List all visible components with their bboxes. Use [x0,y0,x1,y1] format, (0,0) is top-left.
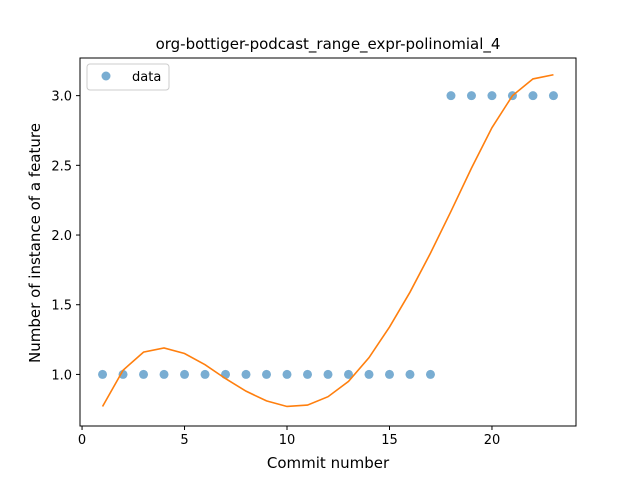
x-tick-label: 0 [78,433,86,448]
data-point [282,369,292,379]
fit-line [101,73,554,408]
data-point [425,369,435,379]
data-point [528,91,538,101]
data-point [118,369,128,379]
plot-area: 0 5 10 15 20 1.0 1.5 2.0 2.5 3.0 [51,57,577,448]
data-point [139,369,149,379]
y-tick-label: 1.0 [51,368,72,383]
legend: data [86,63,170,91]
data-point [303,369,313,379]
x-tick-label: 20 [484,433,501,448]
data-point [98,369,108,379]
data-point [405,369,415,379]
data-point [548,91,558,101]
data-point [487,91,497,101]
data-point [384,369,394,379]
data-point [343,369,353,379]
data-point [159,369,169,379]
data-point [323,369,333,379]
legend-frame [86,63,170,91]
y-axis-label: Number of instance of a feature [26,123,44,363]
y-tick-label: 3.0 [51,90,72,105]
x-tick-label: 10 [279,433,296,448]
legend-label-data: data [132,70,161,85]
x-tick-label: 15 [381,433,398,448]
data-point [446,91,456,101]
y-tick-label: 1.5 [51,299,72,314]
data-point [200,369,210,379]
axes-frame [79,57,577,427]
x-axis-label: Commit number [267,454,390,472]
x-tick-label: 5 [180,433,188,448]
data-point [466,91,476,101]
y-tick-label: 2.5 [51,159,72,174]
legend-marker-data [101,71,111,81]
data-point [221,369,231,379]
data-point [364,369,374,379]
data-point [262,369,272,379]
data-point [241,369,251,379]
data-point [180,369,190,379]
chart-title: org-bottiger-podcast_range_expr-polinomi… [156,35,501,54]
y-tick-label: 2.0 [51,229,72,244]
